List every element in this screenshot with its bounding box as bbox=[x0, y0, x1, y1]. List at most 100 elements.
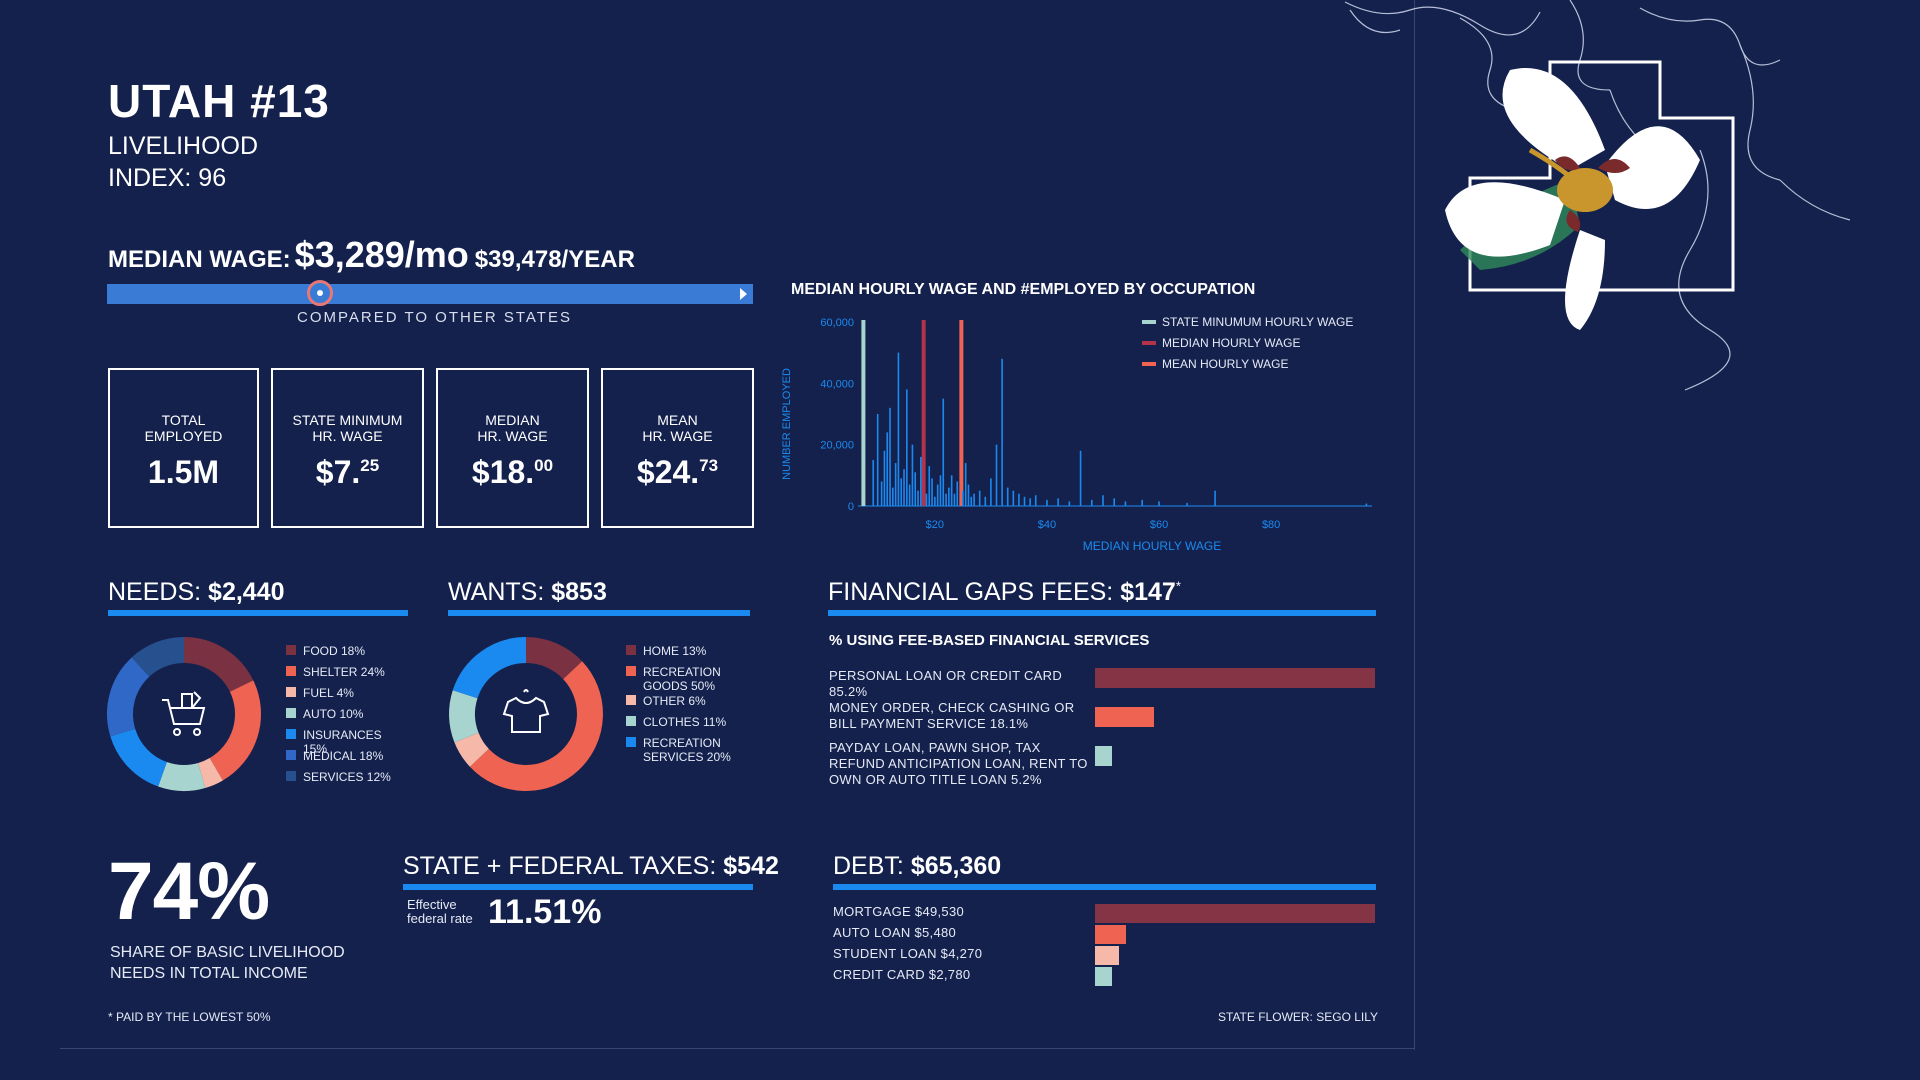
footer-divider bbox=[60, 1048, 1415, 1049]
legend-label: MEAN HOURLY WAGE bbox=[1162, 357, 1288, 371]
taxes-heading: STATE + FEDERAL TAXES: $542 bbox=[403, 852, 779, 881]
occupation-bar bbox=[936, 484, 939, 506]
stat-box: MEAN HR. WAGE $24.73 bbox=[601, 368, 754, 528]
occupation-bar bbox=[984, 496, 987, 506]
legend-swatch bbox=[626, 645, 636, 655]
occupation-bar bbox=[942, 398, 945, 506]
occupation-bar bbox=[956, 481, 959, 506]
y-tick-label: 40,000 bbox=[820, 378, 854, 390]
reference-line bbox=[959, 320, 964, 506]
stat-label: MEDIAN HR. WAGE bbox=[477, 412, 548, 444]
sego-lily-illustration bbox=[1344, 0, 1851, 391]
occupation-bar bbox=[1124, 501, 1127, 506]
tshirt-icon bbox=[502, 689, 550, 733]
median-wage-heading: MEDIAN WAGE: $3,289/mo $39,478/YEAR bbox=[108, 234, 635, 276]
needs-label: NEEDS: bbox=[108, 578, 202, 606]
median-wage-monthly: $3,289/mo bbox=[294, 234, 469, 275]
effective-rate-label: Effective federal rate bbox=[407, 897, 473, 926]
footnote: * PAID BY THE LOWEST 50% bbox=[108, 1010, 271, 1024]
stat-box: MEDIAN HR. WAGE $18.00 bbox=[436, 368, 589, 528]
occupation-bar bbox=[1186, 502, 1188, 506]
legend-label: STATE MINUMUM HOURLY WAGE bbox=[1162, 315, 1353, 329]
reference-line bbox=[921, 320, 926, 506]
x-axis-label: MEDIAN HOURLY WAGE bbox=[1083, 539, 1221, 553]
legend-swatch bbox=[286, 729, 296, 739]
legend-label: MEDICAL 18% bbox=[303, 749, 384, 763]
occupation-bar bbox=[897, 352, 900, 506]
basic-needs-share: 74% bbox=[108, 846, 270, 937]
legend-label: HOME 13% bbox=[643, 644, 707, 658]
wants-donut-chart bbox=[449, 637, 603, 791]
reference-line bbox=[861, 320, 866, 506]
donut-slice bbox=[107, 657, 150, 737]
legend-label: RECREATION SERVICES 20% bbox=[643, 736, 731, 764]
y-tick-label: 20,000 bbox=[820, 440, 854, 452]
occupation-bar bbox=[1023, 496, 1026, 506]
taxes-label: STATE + FEDERAL TAXES: bbox=[403, 852, 717, 880]
legend-label: INSURANCES 15% bbox=[303, 728, 382, 756]
sego-lily-flower bbox=[1445, 67, 1700, 330]
wants-underline bbox=[448, 610, 750, 616]
occupation-bar bbox=[1158, 501, 1160, 506]
occupation-bar bbox=[939, 475, 942, 506]
occupation-bar bbox=[1034, 495, 1037, 506]
occupation-bar bbox=[900, 478, 903, 506]
financial-service-bar bbox=[1095, 668, 1375, 688]
slider-marker bbox=[307, 280, 334, 306]
occupation-bar bbox=[995, 444, 998, 506]
legend-item: FUEL 4% bbox=[286, 686, 396, 700]
panel-divider bbox=[1414, 0, 1415, 1050]
legend-label: AUTO 10% bbox=[303, 707, 364, 721]
stat-value-cents: 25 bbox=[360, 456, 380, 475]
occupation-bar bbox=[1012, 490, 1015, 506]
wage-employment-chart: 0 20,000 40,000 60,000 $20 $40 $60 $80 MEDIAN HO… bbox=[781, 315, 1372, 553]
occupation-bar bbox=[1029, 498, 1031, 506]
occupation-bar bbox=[906, 389, 908, 506]
occupation-bar bbox=[970, 496, 973, 506]
debt-bar bbox=[1095, 946, 1120, 965]
occupation-bar bbox=[880, 481, 883, 506]
debt-value: $65,360 bbox=[910, 852, 1002, 880]
legend-item: SERVICES 12% bbox=[286, 770, 396, 784]
occupation-bar bbox=[1018, 493, 1020, 506]
occupation-bar bbox=[953, 493, 956, 506]
occupation-bar bbox=[1046, 499, 1048, 506]
utah-outline bbox=[1468, 60, 1735, 292]
financial-gaps-heading: FINANCIAL GAPS FEES: $147* bbox=[828, 578, 1181, 607]
wants-value: $853 bbox=[551, 578, 607, 606]
donut-slice bbox=[469, 661, 603, 791]
occupation-bar bbox=[1102, 495, 1104, 506]
legend-swatch bbox=[626, 666, 636, 676]
donut-slice bbox=[452, 637, 527, 699]
debt-bar bbox=[1095, 925, 1126, 944]
occupation-bar bbox=[894, 463, 897, 506]
legend-swatch bbox=[626, 695, 636, 705]
occupation-bar bbox=[948, 487, 950, 506]
stat-value: $24.73 bbox=[603, 454, 752, 491]
stat-box: TOTAL EMPLOYED 1.5M bbox=[108, 368, 259, 528]
occupation-bar bbox=[917, 490, 919, 506]
legend-label: FUEL 4% bbox=[303, 686, 354, 700]
legend-label: SERVICES 12% bbox=[303, 770, 391, 784]
legend-label: RECREATION GOODS 50% bbox=[643, 665, 721, 693]
occupation-bar bbox=[1001, 358, 1003, 506]
occupation-bar bbox=[1068, 501, 1071, 506]
stat-box: STATE MINIMUM HR. WAGE $7.25 bbox=[271, 368, 424, 528]
occupation-bar bbox=[962, 490, 964, 506]
financial-gaps-footnote-mark: * bbox=[1175, 578, 1181, 594]
x-tick-label: $40 bbox=[1038, 519, 1056, 531]
debt-bar bbox=[1095, 904, 1375, 923]
debt-item-label: STUDENT LOAN $4,270 bbox=[833, 946, 983, 961]
median-wage-label: MEDIAN WAGE: bbox=[108, 246, 291, 273]
legend-label: FOOD 18% bbox=[303, 644, 366, 658]
occupation-bar bbox=[1057, 498, 1059, 506]
stat-value-main: $24. bbox=[636, 454, 700, 490]
stat-label: STATE MINIMUM HR. WAGE bbox=[292, 412, 403, 444]
occupation-bar bbox=[889, 407, 891, 506]
occupation-bar bbox=[990, 478, 992, 506]
financial-service-label: PERSONAL LOAN OR CREDIT CARD 85.2% bbox=[829, 668, 1063, 699]
basic-needs-caption: SHARE OF BASIC LIVELIHOOD NEEDS IN TOTAL… bbox=[110, 944, 345, 982]
stat-value-main: $18. bbox=[471, 454, 535, 490]
debt-label: DEBT: bbox=[833, 852, 904, 880]
stat-value-main: $7. bbox=[315, 454, 361, 490]
